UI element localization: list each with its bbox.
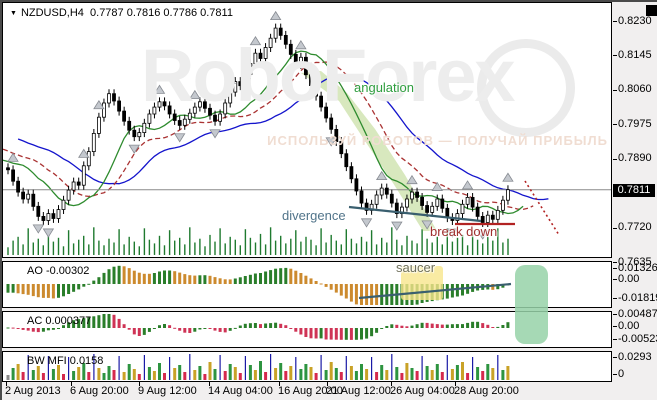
mfi-canvas[interactable]	[3, 352, 611, 381]
indicator-axis-label: -0.00523	[618, 333, 657, 345]
axis-tick	[613, 124, 617, 125]
time-tick	[209, 382, 210, 386]
axis-tick	[613, 279, 617, 280]
indicator-axis-label: 0	[618, 368, 625, 380]
axis-tick	[613, 228, 617, 229]
time-axis-label: 6 Aug 20:00	[70, 385, 129, 397]
time-axis-label: 28 Aug 20:00	[454, 385, 519, 397]
time-tick	[391, 382, 392, 386]
axis-tick	[613, 90, 617, 91]
price-chart-canvas[interactable]	[3, 3, 611, 257]
indicator-axis-label: 0.0293	[618, 351, 652, 363]
corner-marker	[646, 5, 657, 16]
ao-label: AO -0.00302	[27, 265, 90, 277]
symbol-dropdown-icon[interactable]: ▼	[10, 10, 17, 17]
annotation-saucer[interactable]: saucer	[396, 260, 436, 275]
bw-mfi-pane[interactable]: BW MFI 0.0158	[2, 351, 612, 382]
ac-canvas[interactable]	[3, 312, 611, 347]
price-axis-label: 0.7975	[618, 117, 652, 130]
annotation-divergence[interactable]: divergence	[282, 208, 346, 223]
accelerator-oscillator-pane[interactable]: AC 0.000377	[2, 311, 612, 348]
time-axis-label: 9 Aug 12:00	[138, 385, 197, 397]
time-tick	[455, 382, 456, 386]
price-axis-label: 0.8060	[618, 83, 652, 96]
indicator-axis-label: 0.01326	[618, 262, 657, 274]
time-tick	[279, 382, 280, 386]
axis-tick	[613, 21, 617, 22]
time-tick	[6, 382, 7, 386]
watermark-brand: RoboForex	[141, 34, 516, 117]
ac-label: AC 0.000377	[27, 315, 92, 327]
indicator-axis-label: 0.00	[618, 320, 640, 332]
axis-tick	[613, 55, 617, 56]
axis-tick	[613, 314, 617, 315]
axis-tick	[613, 339, 617, 340]
time-axis-label: 16 Aug 20:00	[278, 385, 343, 397]
axis-tick	[613, 298, 617, 299]
axis-tick	[613, 159, 617, 160]
symbol-timeframe: NZDUSD,H4	[20, 7, 84, 19]
axis-tick	[613, 326, 617, 327]
price-axis-label: 0.8145	[618, 48, 652, 61]
annotation-break-down[interactable]: break down	[430, 224, 498, 239]
mfi-label: BW MFI 0.0158	[27, 355, 104, 367]
chart-title: ▼ NZDUSD,H4 0.7787 0.7816 0.7786 0.7811	[10, 7, 233, 19]
indicator-axis-label: 0.00	[618, 273, 640, 285]
main-chart-pane[interactable]: RoboForex ИСПОЛЬЗУЙ РОБОТОВ — ПОЛУЧАЙ ПР…	[2, 2, 612, 258]
awesome-oscillator-pane[interactable]: AO -0.00302	[2, 261, 612, 308]
price-axis-label: 0.7635	[618, 255, 652, 268]
axis-tick	[613, 262, 617, 263]
current-price-badge: 0.7811	[613, 184, 655, 197]
ohlc-quotes: 0.7787 0.7816 0.7786 0.7811	[90, 7, 233, 19]
price-axis-label: 0.7890	[618, 152, 652, 165]
time-axis-label: 26 Aug 04:00	[390, 385, 455, 397]
time-axis-label: 14 Aug 04:00	[208, 385, 273, 397]
annotation-angulation[interactable]: angulation	[354, 80, 414, 95]
time-tick	[71, 382, 72, 386]
time-axis-label: 2 Aug 2013	[5, 385, 61, 397]
price-axis-label: 0.7720	[618, 221, 652, 234]
indicator-axis-label: 0.004877	[618, 308, 657, 320]
price-axis-label: 0.8230	[618, 14, 652, 27]
axis-tick	[613, 357, 617, 358]
time-tick	[139, 382, 140, 386]
time-axis-label: 21 Aug 12:00	[326, 385, 391, 397]
axis-tick	[613, 268, 617, 269]
indicator-axis-label: -0.01819	[618, 292, 657, 304]
watermark-slogan: ИСПОЛЬЗУЙ РОБОТОВ — ПОЛУЧАЙ ПРИБЫЛЬ	[267, 133, 608, 148]
axis-tick	[613, 374, 617, 375]
ao-canvas[interactable]	[3, 262, 611, 307]
watermark-globe-icon	[477, 39, 575, 137]
forecast-highlight	[515, 265, 548, 344]
time-tick	[327, 382, 328, 386]
